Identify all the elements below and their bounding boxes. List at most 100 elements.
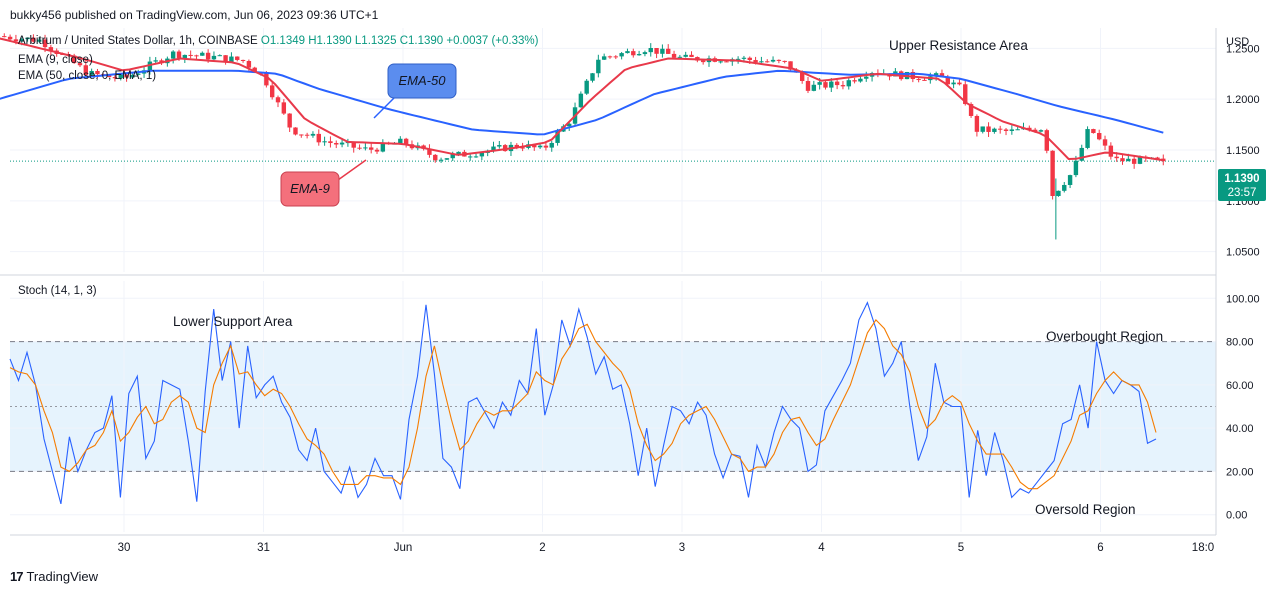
candle-body [601,56,607,60]
candle-body [735,58,741,60]
candle-body [747,57,752,61]
candle-body [916,79,921,81]
candle-body [1009,129,1015,131]
candle-body [380,142,386,152]
candle-body [1079,147,1084,161]
candles [2,33,1166,240]
time-tick-label: 6 [1097,542,1103,554]
candle-body [992,128,997,132]
candle-body [642,52,648,55]
candle-body [456,151,461,155]
ohlc-close: C1.1390 [399,35,444,47]
candle-body [176,51,182,58]
candle-body [776,59,782,61]
candle-body [683,54,688,57]
candle-body [619,53,624,57]
candle-body [980,126,985,132]
candle-body [217,55,222,57]
candle-body [368,147,374,150]
candle-body [805,80,811,91]
candle-body [811,84,817,91]
indicator-legend[interactable]: EMA (9, close) EMA (50, close, 0, EMA, 1… [18,52,156,84]
candle-body [765,61,770,63]
candle-body [666,48,671,54]
candle-body [671,53,677,58]
candle-body [951,82,956,85]
candle-body [1032,129,1038,132]
candle-body [607,56,613,58]
candle-body [200,52,205,56]
stoch-tick-label: 80.00 [1226,337,1254,349]
candle-body [648,48,653,53]
candle-body [968,104,974,116]
candle-body [1131,158,1137,164]
candle-body [910,71,916,80]
candle-body [287,113,292,128]
candle-body [322,141,327,143]
stoch-tick-label: 40.00 [1226,423,1254,435]
time-tick-label: 3 [679,542,685,554]
candle-body [357,147,362,149]
candle-body [590,73,595,81]
oversold-label: Oversold Region [1035,502,1136,517]
candle-body [502,145,508,152]
footer-brand[interactable]: 17 TradingView [10,569,98,584]
candle-body [1027,127,1032,130]
candle-body [1044,130,1049,151]
candle-body [613,56,619,58]
candle-body [211,55,217,60]
candle-body [1062,184,1067,191]
currency-label: USD [1226,36,1249,48]
candle-body [1108,145,1114,157]
candle-body [997,128,1003,130]
candle-body [170,51,176,59]
stoch-pane [9,281,1216,532]
lower-support-label: Lower Support Area [173,314,293,329]
stoch-tick-label: 20.00 [1226,466,1254,478]
ema9-legend[interactable]: EMA (9, close) [18,54,93,66]
candle-body [677,56,683,58]
tradingview-logo-icon: 17 [10,569,24,584]
candle-body [718,61,723,63]
candle-body [963,84,968,105]
ohlc-low: L1.1325 [354,35,397,47]
candle-body [537,145,543,148]
candle-body [71,55,77,64]
ema50-legend[interactable]: EMA (50, close, 0, EMA, 1) [18,70,157,82]
candle-body [188,54,193,56]
candle-body [194,55,199,57]
candle-body [741,57,747,59]
ohlc-high: H1.1390 [308,35,352,47]
candle-body [269,85,275,98]
candle-body [334,143,339,145]
candle-body [1056,190,1061,196]
candle-body [829,81,834,88]
candle-body [281,102,287,114]
stoch-title[interactable]: Stoch (14, 1, 3) [18,285,97,297]
time-tick-label: 2 [539,542,545,554]
stoch-ticks: 100.00 80.00 60.00 40.00 20.00 0.00 [1226,293,1260,521]
candle-body [363,147,368,149]
candle-body [933,73,939,77]
candle-body [1085,129,1090,148]
symbol-name: Arbitrum / United States Dollar, 1h, COI… [18,35,258,47]
candle-body [299,134,304,136]
candle-body [782,60,787,62]
candle-body [939,73,945,77]
candle-body [450,154,455,159]
candle-body [240,59,246,62]
candle-body [1155,157,1160,159]
candle-body [922,79,927,81]
candle-body [689,54,694,58]
candle-body [19,39,24,42]
candle-body [130,74,135,78]
candle-body [124,74,129,78]
symbol-legend[interactable]: Arbitrum / United States Dollar, 1h, COI… [18,35,538,47]
candle-body [753,60,758,63]
candle-body [328,141,333,144]
candle-body [153,60,158,62]
candle-body [864,76,869,79]
